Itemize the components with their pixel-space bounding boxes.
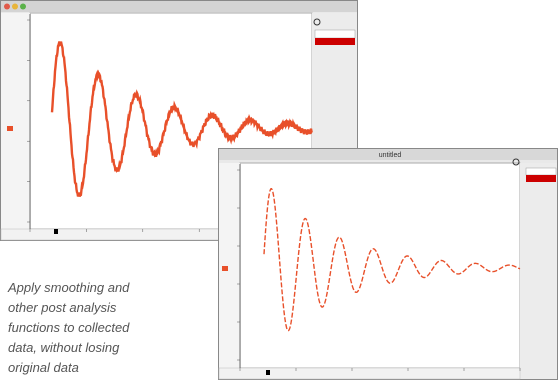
caption-line: Apply smoothing and <box>7 280 130 295</box>
caption-line: functions to collected <box>8 320 130 335</box>
window-2: untitled <box>219 149 558 380</box>
scene: untitled Apply smoothing and other post … <box>0 0 558 380</box>
zoom-button[interactable] <box>20 4 26 10</box>
caption-line: other post analysis <box>8 300 117 315</box>
caption-line: data, without losing <box>8 340 120 355</box>
caption-line: original data <box>8 360 79 375</box>
caption: Apply smoothing and other post analysis … <box>7 280 130 375</box>
window-title: untitled <box>379 152 402 159</box>
close-button[interactable] <box>4 4 10 10</box>
minimize-button[interactable] <box>12 4 18 10</box>
page: untitled Apply smoothing and other post … <box>0 0 558 380</box>
